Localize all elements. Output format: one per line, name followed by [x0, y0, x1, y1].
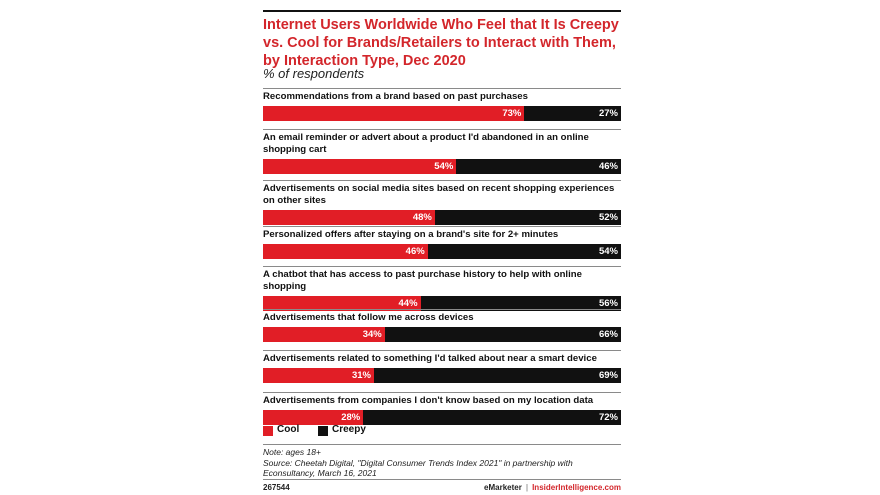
bar-segment-creepy: [434, 210, 621, 225]
stacked-bar: 34% 66%: [263, 327, 621, 342]
row-separator: [263, 226, 621, 227]
category-label: Personalized offers after staying on a b…: [263, 229, 559, 240]
notes: Note: ages 18+ Source: Cheetah Digital, …: [263, 447, 621, 479]
bar-segment-cool: [263, 159, 457, 174]
brand-emarketer: eMarketer: [484, 483, 522, 492]
stacked-bar: 44% 56%: [263, 296, 621, 311]
row-separator: [263, 309, 621, 310]
bar-segment-cool: [263, 296, 421, 311]
bar-segment-cool: [263, 410, 364, 425]
legend-swatch-cool: [263, 426, 273, 436]
chart-code: 267544: [263, 483, 290, 492]
category-label: Advertisements on social media sites bas…: [263, 183, 615, 206]
legend-swatch-creepy: [318, 426, 328, 436]
legend-label-cool: Cool: [277, 424, 300, 435]
bar-segment-creepy: [427, 244, 621, 259]
value-label-creepy: 46%: [598, 161, 618, 172]
legend-rule: [263, 444, 621, 445]
bar-segment-cool: [263, 244, 428, 259]
value-label-cool: 44%: [398, 298, 418, 309]
bar-segment-creepy: [373, 368, 621, 383]
bar-segment-creepy: [524, 106, 621, 121]
row-separator: [263, 350, 621, 351]
chart-subtitle: % of respondents: [263, 66, 365, 81]
category-label: An email reminder or advert about a prod…: [263, 132, 589, 155]
value-label-cool: 31%: [351, 370, 371, 381]
value-label-creepy: 54%: [598, 246, 618, 257]
bar-segment-creepy: [384, 327, 621, 342]
value-label-cool: 48%: [412, 212, 432, 223]
category-label: Recommendations from a brand based on pa…: [263, 91, 528, 102]
stacked-bar: 48% 52%: [263, 210, 621, 225]
top-rule: [263, 10, 621, 12]
value-label-creepy: 56%: [598, 298, 618, 309]
value-label-cool: 73%: [502, 108, 522, 119]
value-label-cool: 54%: [434, 161, 454, 172]
brand-separator: |: [525, 483, 529, 492]
row-separator: [263, 129, 621, 130]
value-label-cool: 46%: [405, 246, 425, 257]
legend-label-creepy: Creepy: [332, 424, 366, 435]
value-label-cool: 28%: [341, 412, 361, 423]
stacked-bar: 31% 69%: [263, 368, 621, 383]
brand-insider-intelligence: InsiderIntelligence.com: [532, 483, 621, 492]
row-separator: [263, 392, 621, 393]
row-separator: [263, 266, 621, 267]
footer-rule: [263, 479, 621, 480]
bar-segment-cool: [263, 327, 385, 342]
category-label: Advertisements that follow me across dev…: [263, 312, 474, 323]
category-label: A chatbot that has access to past purcha…: [263, 269, 582, 292]
stacked-bar: 54% 46%: [263, 159, 621, 174]
bar-segment-cool: [263, 210, 435, 225]
source-text: Source: Cheetah Digital, "Digital Consum…: [263, 457, 573, 479]
brand-footer: eMarketer | InsiderIntelligence.com: [484, 483, 621, 492]
bar-segment-cool: [263, 368, 374, 383]
value-label-cool: 34%: [362, 329, 382, 340]
value-label-creepy: 72%: [598, 412, 618, 423]
value-label-creepy: 66%: [598, 329, 618, 340]
bar-segment-creepy: [420, 296, 621, 311]
row-separator: [263, 180, 621, 181]
stacked-bar: 28% 72%: [263, 410, 621, 425]
stacked-bar: 46% 54%: [263, 244, 621, 259]
bar-segment-cool: [263, 106, 525, 121]
bar-segment-creepy: [456, 159, 621, 174]
chart-title: Internet Users Worldwide Who Feel that I…: [263, 17, 619, 69]
note-text: Note: ages 18+: [263, 447, 321, 457]
stacked-bar: 73% 27%: [263, 106, 621, 121]
category-label: Advertisements related to something I'd …: [263, 353, 597, 364]
chart-card: Internet Users Worldwide Who Feel that I…: [263, 0, 621, 495]
value-label-creepy: 52%: [598, 212, 618, 223]
value-label-creepy: 69%: [598, 370, 618, 381]
bar-segment-creepy: [363, 410, 621, 425]
value-label-creepy: 27%: [598, 108, 618, 119]
category-label: Advertisements from companies I don't kn…: [263, 395, 594, 406]
row-separator: [263, 88, 621, 89]
